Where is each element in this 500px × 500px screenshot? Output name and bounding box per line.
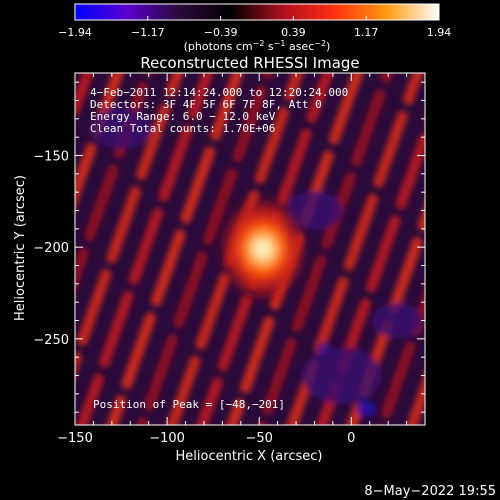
x-tick-label: 0 — [347, 431, 355, 446]
annotation-peak-position: Position of Peak = [−48,−201] — [93, 398, 285, 411]
colorbar-tick-label: 0.39 — [281, 26, 306, 39]
annotation-time-range: 4−Feb−2011 12:14:24.000 to 12:20:24.000 — [90, 86, 348, 99]
plot-frame — [74, 72, 426, 426]
negative-region — [91, 107, 152, 149]
negative-region — [372, 303, 423, 338]
x-tick-label: −50 — [245, 431, 272, 446]
colorbar: −1.94 −1.17 −0.39 0.39 1.17 1.94 (photons cm−… — [58, 3, 451, 53]
chart-title: Reconstructed RHESSI Image — [140, 54, 359, 72]
negative-region — [316, 342, 331, 354]
y-tick-label: −150 — [33, 150, 69, 165]
colorbar-ticks: −1.94 −1.17 −0.39 0.39 1.17 1.94 — [58, 16, 451, 39]
y-axis-label: Heliocentric Y (arcsec) — [13, 175, 28, 321]
colorbar-tick-label: 1.94 — [427, 26, 452, 39]
colorbar-tick-label: −1.94 — [58, 26, 92, 39]
negative-region — [286, 190, 343, 231]
fringe-stripe — [376, 288, 425, 425]
colorbar-unit-label: (photons cm−2 s−1 asec−2) — [184, 39, 331, 53]
fringe-stripe — [76, 73, 214, 425]
fringe-stripe — [75, 73, 184, 378]
fringe-stripe — [256, 73, 394, 425]
annotation-detectors: Detectors: 3F 4F 5F 6F 7F 8F, Att 0 — [90, 98, 322, 111]
x-axis-label: Heliocentric X (arcsec) — [176, 449, 323, 464]
x-axis-ticks: −150 −100 −50 0 — [57, 73, 408, 446]
annotation-clean-counts: Clean Total counts: 1.70E+06 — [90, 122, 275, 135]
annotation-energy-range: Energy Range: 6.0 − 12.0 keV — [90, 110, 276, 123]
fringe-stripe — [106, 73, 244, 425]
footer-timestamp: 8−May−2022 19:55 — [364, 484, 496, 499]
colorbar-tick-label: −0.39 — [204, 26, 238, 39]
plot-annotations: 4−Feb−2011 12:14:24.000 to 12:20:24.000 … — [90, 86, 348, 411]
y-axis-ticks: −150 −200 −250 — [33, 81, 425, 413]
fringe-stripe — [435, 53, 500, 445]
colorbar-tick-label: −1.17 — [131, 26, 165, 39]
x-tick-label: −150 — [57, 431, 93, 446]
x-tick-label: −100 — [149, 431, 185, 446]
axes: −150 −100 −50 0 −150 −200 −250 — [33, 72, 426, 446]
flare-peak-source — [224, 203, 301, 295]
colorbar-scale — [74, 3, 440, 21]
colorbar-tick-label: 1.17 — [354, 26, 379, 39]
negative-region — [356, 400, 377, 417]
fringe-stripe — [136, 73, 274, 425]
y-tick-label: −200 — [33, 241, 69, 256]
plot-area — [75, 53, 500, 445]
fringe-stripe — [316, 120, 425, 425]
fringe-stripe — [465, 53, 500, 445]
negative-region — [302, 347, 383, 404]
fringe-pattern — [75, 53, 500, 445]
y-tick-label: −250 — [33, 333, 69, 348]
peak-core — [253, 239, 272, 259]
